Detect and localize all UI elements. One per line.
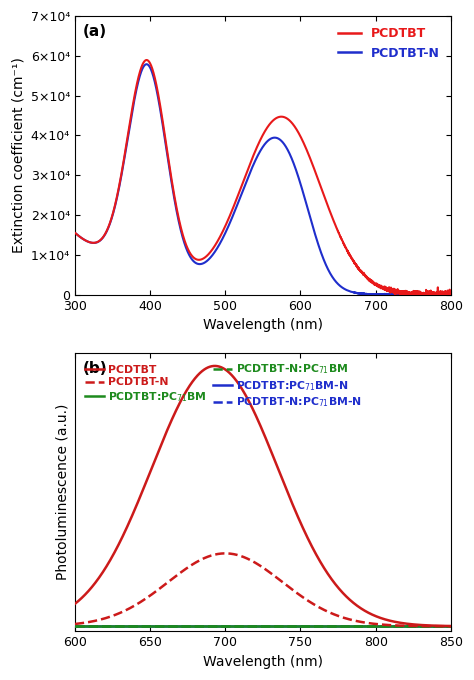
- Y-axis label: Photoluminescence (a.u.): Photoluminescence (a.u.): [55, 404, 69, 581]
- Legend: PCDTBT, PCDTBT-N, PCDTBT:PC$_{71}$BM, PCDTBT-N:PC$_{71}$BM, PCDTBT:PC$_{71}$BM-N: PCDTBT, PCDTBT-N, PCDTBT:PC$_{71}$BM, PC…: [80, 358, 366, 414]
- Text: (b): (b): [82, 361, 107, 376]
- Legend: PCDTBT, PCDTBT-N: PCDTBT, PCDTBT-N: [333, 22, 445, 65]
- Text: (a): (a): [82, 24, 107, 39]
- X-axis label: Wavelength (nm): Wavelength (nm): [203, 318, 323, 332]
- X-axis label: Wavelength (nm): Wavelength (nm): [203, 655, 323, 669]
- Y-axis label: Extinction coefficient (cm⁻¹): Extinction coefficient (cm⁻¹): [11, 57, 25, 254]
